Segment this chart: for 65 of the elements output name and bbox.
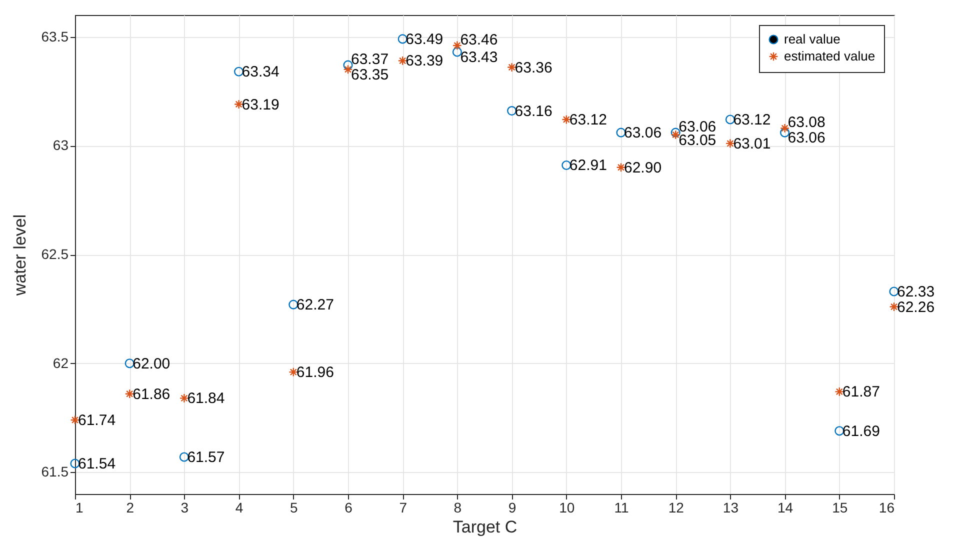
point [780, 123, 790, 133]
point [179, 393, 189, 403]
data-label: 62.27 [296, 296, 334, 314]
x-tick-label: 11 [614, 500, 629, 516]
y-tick-label: 63.5 [41, 28, 69, 44]
x-tick-label: 3 [180, 500, 189, 516]
x-tick-label: 5 [290, 500, 298, 516]
x-tick-label: 8 [454, 500, 462, 516]
point [725, 138, 735, 148]
data-label: 63.36 [514, 59, 552, 76]
x-tick-label: 16 [878, 500, 895, 516]
y-axis-title: water level [10, 214, 30, 297]
data-label: 61.74 [78, 412, 116, 429]
data-label: 63.06 [624, 124, 662, 142]
x-tick-label: 7 [399, 500, 408, 516]
data-label: 63.12 [733, 112, 771, 129]
x-tick-label: 12 [668, 500, 684, 516]
data-label: 63.35 [351, 66, 389, 84]
data-label: 63.46 [460, 31, 498, 48]
data-label: 62.00 [132, 355, 170, 372]
data-label: 63.43 [460, 49, 498, 66]
y-tick-label: 61.5 [41, 464, 69, 480]
legend-label: estimated value [784, 48, 876, 64]
data-label: 63.16 [514, 102, 552, 120]
x-tick-label: 1 [76, 500, 84, 516]
data-label: 63.06 [788, 130, 826, 147]
x-tick-label: 13 [722, 500, 739, 516]
x-tick-label: 2 [126, 500, 134, 516]
data-label: 61.57 [187, 448, 225, 466]
x-axis-title: Target C [452, 518, 518, 536]
x-tick-label: 14 [778, 500, 794, 516]
point [725, 114, 735, 124]
x-tick-label: 15 [832, 500, 848, 516]
point [179, 452, 189, 462]
y-tick-label: 62.5 [41, 246, 69, 262]
y-tick-label: 63 [52, 137, 69, 154]
data-label: 61.86 [132, 386, 170, 403]
data-label: 63.19 [242, 96, 280, 114]
x-tick-label: 9 [508, 500, 516, 516]
point [343, 64, 353, 74]
data-label: 63.34 [242, 64, 280, 81]
data-label: 61.84 [187, 390, 225, 408]
data-label: 61.54 [78, 456, 116, 473]
data-label: 62.90 [624, 159, 662, 176]
x-tick-label: 4 [235, 500, 244, 516]
data-label: 61.87 [842, 384, 880, 401]
point [452, 40, 462, 50]
data-label: 61.69 [842, 422, 880, 440]
data-label: 61.96 [296, 364, 334, 382]
data-label: 63.49 [406, 30, 444, 48]
data-label: 62.91 [569, 157, 607, 174]
x-tick-label: 6 [344, 500, 353, 516]
x-tick-label: 10 [559, 500, 575, 516]
y-tick-label: 62 [52, 354, 69, 371]
point [780, 128, 790, 138]
data-label: 63.39 [406, 52, 444, 70]
data-label: 63.12 [569, 112, 607, 129]
legend-label: real value [784, 32, 840, 46]
point [343, 60, 353, 70]
data-label: 63.08 [788, 114, 826, 132]
data-label: 63.37 [351, 51, 389, 68]
data-label: 62.26 [897, 298, 935, 316]
data-label: 62.33 [897, 284, 935, 301]
point [452, 47, 462, 57]
data-label: 63.01 [733, 135, 771, 152]
